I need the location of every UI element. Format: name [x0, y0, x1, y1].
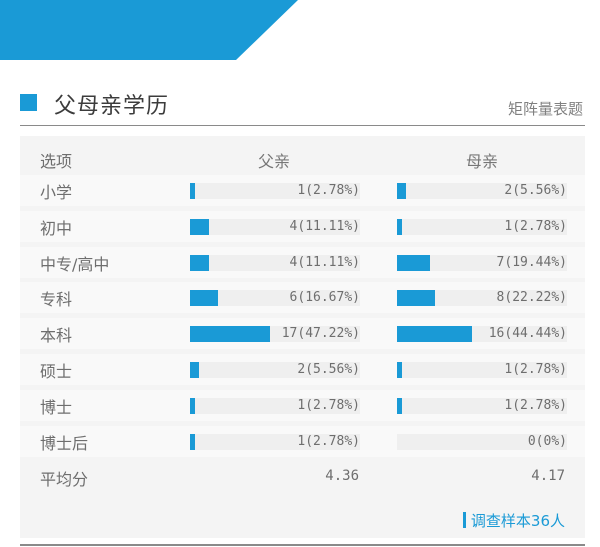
mother-bar — [397, 362, 402, 378]
mother-bar-track: 8(22.22%) — [397, 290, 567, 307]
father-bar-track: 17(47.22%) — [190, 326, 360, 343]
mother-value-label: 1(2.78%) — [504, 362, 567, 377]
mother-value-label: 0(0%) — [527, 433, 567, 449]
father-bar — [190, 362, 200, 378]
row-label: 初中 — [40, 218, 73, 238]
father-bar — [190, 254, 209, 271]
header-banner — [0, 0, 298, 60]
father-bar — [190, 183, 195, 199]
mother-value-label: 8(22.22%) — [496, 290, 567, 306]
father-bar-track: 2(5.56%) — [190, 362, 360, 378]
table-header-row: 选项 父亲 母亲 — [20, 136, 585, 171]
sample-note: 调查样本36人 — [462, 510, 565, 531]
table-row: 小学 1(2.78%) 2(5.56%) — [20, 175, 585, 206]
mother-value-label: 1(2.78%) — [504, 218, 567, 234]
row-label: 小学 — [40, 183, 73, 202]
sample-mark-icon — [462, 512, 466, 528]
father-bar-track: 4(11.11%) — [190, 254, 360, 271]
father-bar — [190, 433, 195, 450]
title-square-icon — [20, 94, 37, 111]
father-value-label: 17(47.22%) — [281, 326, 360, 342]
mother-bar — [397, 326, 473, 343]
mother-value-label: 7(19.44%) — [496, 254, 567, 270]
section-header: 父母亲学历 矩阵量表题 — [20, 86, 585, 126]
row-label: 博士 — [40, 397, 73, 417]
average-label: 平均分 — [40, 470, 89, 489]
father-value-label: 4(11.11%) — [289, 254, 360, 270]
table-row: 初中 4(11.11%) 1(2.78%) — [20, 210, 585, 242]
father-value-label: 1(2.78%) — [297, 397, 360, 413]
header-option-label: 选项 — [40, 152, 73, 171]
father-bar-track: 1(2.78%) — [190, 433, 360, 450]
sample-note-text: 调查样本36人 — [470, 512, 565, 530]
father-bar-track: 1(2.78%) — [190, 397, 360, 414]
table-row: 硕士 2(5.56%) 1(2.78%) — [20, 354, 585, 385]
mother-bar — [397, 218, 402, 235]
row-label: 中专/高中 — [40, 254, 110, 274]
mother-bar — [397, 254, 430, 271]
mother-bar-track: 2(5.56%) — [397, 183, 567, 199]
table-row: 本科 17(47.22%) 16(44.44%) — [20, 318, 585, 350]
mother-value-label: 2(5.56%) — [504, 183, 567, 198]
table-row: 中专/高中 4(11.11%) 7(19.44%) — [20, 246, 585, 278]
father-value-label: 2(5.56%) — [297, 362, 360, 377]
table-row: 博士 1(2.78%) 1(2.78%) — [20, 389, 585, 421]
mother-bar-track: 1(2.78%) — [397, 362, 567, 378]
mother-bar — [397, 397, 402, 414]
average-row: 平均分 4.36 4.17 — [20, 462, 585, 493]
section-title: 父母亲学历 — [54, 94, 170, 119]
father-bar-track: 1(2.78%) — [190, 183, 360, 199]
mother-value-label: 1(2.78%) — [504, 397, 567, 413]
father-bar — [190, 397, 195, 414]
mother-bar-track: 16(44.44%) — [397, 326, 567, 343]
matrix-table: 选项 父亲 母亲 小学 1(2.78%) 2(5.56%) 初中 4(11.11%) 1(… — [20, 136, 585, 538]
question-type-label: 矩阵量表题 — [507, 100, 583, 118]
father-value-label: 4(11.11%) — [289, 218, 360, 234]
row-label: 专科 — [40, 290, 73, 310]
mother-bar-track: 7(19.44%) — [397, 254, 567, 271]
table-row: 专科 6(16.67%) 8(22.22%) — [20, 282, 585, 314]
mother-bar — [397, 183, 407, 199]
father-bar-track: 4(11.11%) — [190, 218, 360, 235]
father-value-label: 1(2.78%) — [297, 183, 360, 198]
average-father-value: 4.36 — [325, 468, 359, 484]
table-row: 博士后 1(2.78%) 0(0%) — [20, 425, 585, 457]
mother-bar-track: 1(2.78%) — [397, 218, 567, 235]
mother-bar — [397, 290, 435, 307]
father-bar — [190, 218, 209, 235]
mother-bar-track: 1(2.78%) — [397, 397, 567, 414]
father-bar-track: 6(16.67%) — [190, 290, 360, 307]
header-father: 父亲 — [258, 152, 291, 171]
father-bar — [190, 326, 270, 343]
average-mother-value: 4.17 — [531, 468, 565, 484]
mother-value-label: 16(44.44%) — [488, 326, 567, 342]
bottom-divider — [20, 544, 585, 546]
father-value-label: 6(16.67%) — [289, 290, 360, 306]
row-label: 本科 — [40, 326, 73, 346]
father-value-label: 1(2.78%) — [297, 433, 360, 449]
header-mother: 母亲 — [466, 152, 499, 171]
row-label: 博士后 — [40, 433, 89, 453]
row-label: 硕士 — [40, 362, 73, 381]
mother-bar-track: 0(0%) — [397, 433, 567, 450]
father-bar — [190, 290, 219, 307]
